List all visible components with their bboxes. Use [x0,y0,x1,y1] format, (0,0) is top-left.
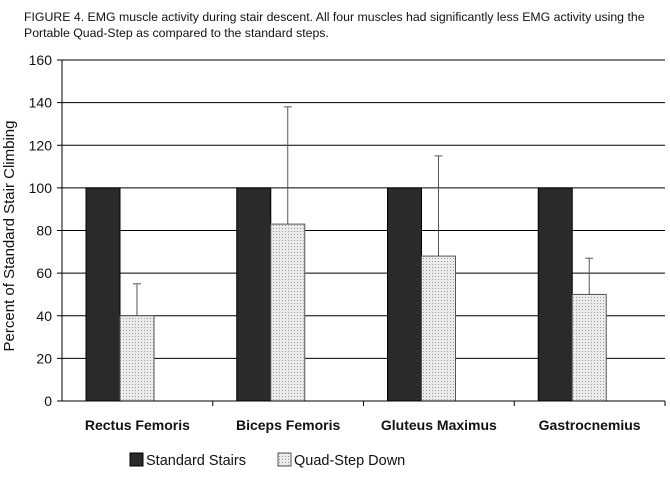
bar-quad-step-down [571,293,607,402]
legend: Standard Stairs Quad-Step Down [129,452,405,469]
bar-standard-stairs [537,187,573,402]
x-category-label: Rectus Femoris [85,417,190,433]
bar-standard-stairs [236,187,272,402]
axes: 0 20 40 60 80 100 120 140 160 Rectus Femoris Bicep… [29,52,666,433]
y-tick-label: 60 [36,265,52,281]
legend-label-standard: Standard Stairs [146,453,246,469]
bars [85,106,607,402]
y-tick-label: 160 [29,52,53,68]
x-category-label: Gluteus Maximus [381,417,497,433]
legend-swatch-quad [277,452,292,467]
y-axis-label: Percent of Standard Stair Climbing [1,121,18,352]
x-category-label: Gastrocnemius [539,417,641,433]
y-tick-label: 140 [29,95,53,111]
x-category-label: Biceps Femoris [236,417,340,433]
bar-quad-step-down [119,315,155,402]
bar-standard-stairs [387,187,422,402]
y-tick-label: 0 [44,393,52,409]
caption-line-1: FIGURE 4. EMG muscle activity during sta… [24,10,645,24]
caption-line-2: Portable Quad-Step as compared to the st… [24,26,329,40]
y-tick-label: 120 [29,137,53,153]
y-tick-label: 20 [36,350,52,366]
y-tick-label: 40 [36,308,52,324]
legend-swatch-standard [129,452,144,467]
bar-standard-stairs [85,187,121,402]
bar-quad-step-down [421,255,456,402]
bar-quad-step-down [270,223,306,402]
legend-label-quad: Quad-Step Down [294,453,405,469]
figure-caption: FIGURE 4. EMG muscle activity during sta… [24,9,654,41]
y-tick-label: 100 [29,180,53,196]
y-tick-label: 80 [36,223,52,239]
